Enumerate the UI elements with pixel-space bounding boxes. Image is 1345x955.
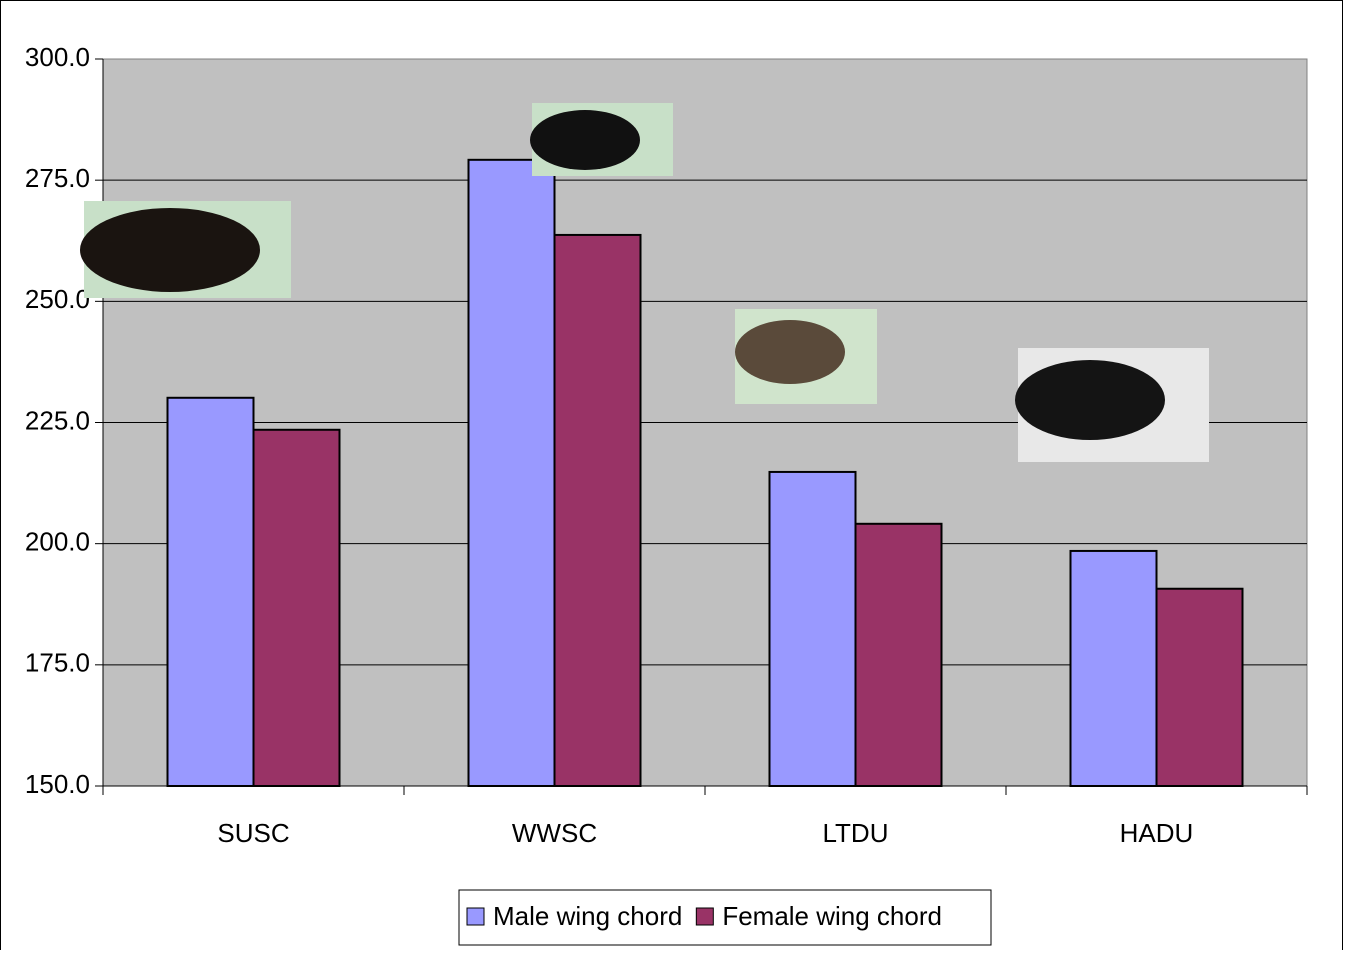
- bar: [1069, 549, 1158, 787]
- bar: [854, 522, 943, 788]
- x-tick-label: LTDU: [823, 818, 889, 848]
- photo: [1015, 360, 1165, 440]
- bar: [768, 470, 857, 787]
- bar: [553, 233, 642, 787]
- legend-swatch: [466, 907, 485, 926]
- y-tick-label: 200.0: [25, 527, 90, 557]
- legend: Male wing chord Female wing chord: [466, 901, 942, 931]
- y-tick-label: 225.0: [25, 405, 90, 435]
- y-tick-label: 175.0: [25, 648, 90, 678]
- bars: [166, 158, 1244, 788]
- photo: [735, 320, 845, 384]
- x-tick-label: SUSC: [217, 818, 289, 848]
- legend-label: Male wing chord: [493, 901, 682, 931]
- photo: [80, 208, 260, 292]
- legend-box: [458, 889, 992, 946]
- y-tick-label: 150.0: [25, 769, 90, 799]
- bar: [1155, 587, 1244, 787]
- photo: [530, 110, 640, 170]
- y-tick-label: 250.0: [25, 284, 90, 314]
- x-tick-label: WWSC: [512, 818, 597, 848]
- legend-swatch: [695, 907, 714, 926]
- y-tick-label: 300.0: [25, 42, 90, 72]
- grid: 150.0 175.0 200.0 225.0 250.0 275.0 300.0 SUSC W…: [25, 42, 1308, 848]
- x-tick-label: HADU: [1120, 818, 1194, 848]
- bar: [166, 396, 255, 787]
- bar: [252, 428, 341, 787]
- y-tick-label: 275.0: [25, 163, 90, 193]
- bar: [467, 158, 556, 787]
- photos: [80, 103, 1209, 462]
- legend-label: Female wing chord: [722, 901, 942, 931]
